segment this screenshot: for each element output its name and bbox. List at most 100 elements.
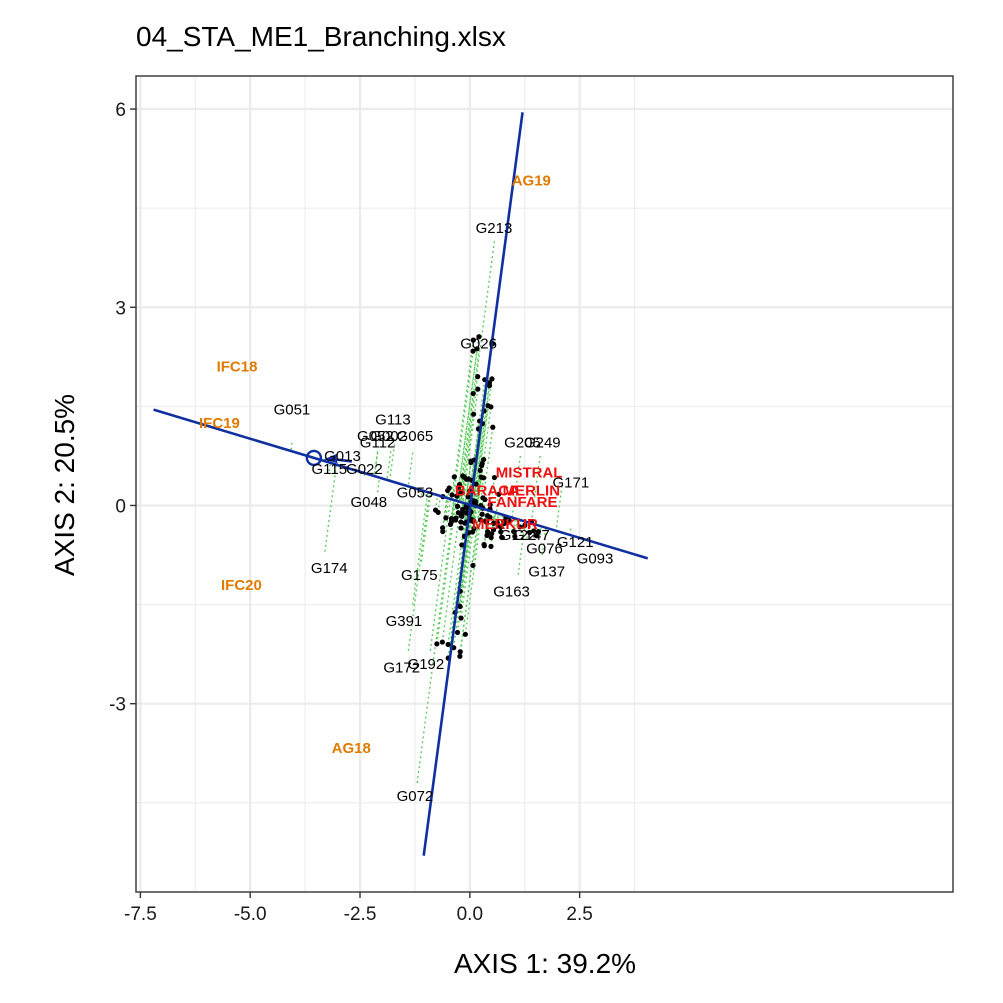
genotype-point	[471, 411, 477, 417]
genotype-label: G093	[577, 550, 614, 567]
genotype-point	[476, 334, 482, 340]
projection-line	[490, 512, 497, 547]
genotype-point	[454, 629, 461, 636]
projection-line	[447, 503, 468, 645]
aec-arrow-shaft	[335, 458, 353, 463]
check-label: BARACA	[455, 482, 520, 499]
genotype-point	[484, 513, 490, 519]
genotype-point	[475, 386, 481, 392]
genotype-label: G174	[311, 560, 348, 577]
genotype-point	[481, 543, 487, 549]
x-tick-label: -2.5	[344, 904, 377, 925]
panel-background	[136, 76, 953, 892]
genotype-point	[486, 380, 493, 386]
genotype-point	[455, 485, 461, 491]
genotype-point	[522, 522, 528, 528]
x-tick-label: -5.0	[234, 904, 267, 925]
genotype-label: G249	[524, 435, 561, 452]
genotype-point	[491, 474, 498, 481]
genotype-point	[477, 517, 484, 523]
genotype-point	[498, 529, 504, 535]
genotype-point	[470, 337, 476, 343]
genotype-point	[496, 491, 502, 497]
genotype-point	[535, 529, 542, 535]
genotype-label: G076	[526, 540, 563, 557]
projection-line	[460, 477, 466, 503]
y-tick-label: 6	[115, 100, 126, 121]
genotype-point	[459, 509, 465, 515]
genotype-point	[470, 390, 476, 397]
x-tick-label: 0.0	[457, 904, 483, 925]
projection-line	[471, 506, 477, 533]
genotype-label: G391	[386, 613, 423, 630]
check-label: MERKUR	[472, 516, 538, 533]
genotype-label: G147	[513, 527, 550, 544]
environment-label: IFC19	[199, 415, 240, 432]
projection-line	[453, 505, 474, 648]
genotype-point	[443, 515, 449, 521]
projection-line	[447, 504, 470, 659]
genotype-point	[452, 517, 459, 523]
projection-line	[456, 506, 475, 633]
genotype-point	[462, 631, 468, 637]
genotype-label: G113	[375, 412, 411, 429]
genotype-label: G171	[553, 474, 590, 491]
projection-line	[420, 490, 423, 496]
genotype-point	[526, 529, 533, 536]
projection-line	[459, 507, 481, 652]
projection-line	[442, 497, 448, 528]
projection-line	[451, 340, 474, 500]
panel-border	[135, 75, 954, 893]
projection-line	[450, 476, 455, 500]
projection-line	[460, 506, 477, 619]
aec-arrow-icon	[323, 453, 338, 464]
projection-line	[489, 477, 496, 511]
projection-line	[407, 492, 431, 651]
genotype-point	[488, 543, 494, 549]
genotype-point	[480, 495, 486, 501]
y-tick-label: 0	[115, 496, 126, 517]
genotype-point	[481, 456, 487, 463]
genotype-point	[479, 462, 485, 469]
genotype-point	[457, 653, 463, 659]
genotype-label: G115	[311, 461, 347, 478]
projection-line	[495, 494, 500, 513]
projection-line	[420, 492, 432, 562]
genotype-labels: G213 G026 G051 G113G052G002G065G112G013G115…	[274, 220, 614, 805]
chart-title: 04_STA_ME1_Branching.xlsx	[136, 21, 506, 52]
genotype-label: G052	[357, 428, 394, 445]
projection-line	[445, 498, 450, 518]
genotype-label: G172	[383, 659, 420, 676]
projection-line	[464, 462, 472, 504]
projection-line	[290, 442, 293, 452]
environment-labels: AG19 IFC18 IFC19 IFC20 AG18	[199, 172, 551, 757]
genotype-point	[458, 525, 464, 531]
genotype-label: G072	[397, 788, 434, 805]
genotype-label: G112	[360, 435, 396, 452]
genotype-point	[451, 474, 457, 480]
environment-label: AG18	[332, 740, 371, 757]
genotype-point	[445, 487, 451, 494]
plot-area: G213 G026 G051 G113G052G002G065G112G013G115…	[109, 75, 954, 925]
genotype-point	[465, 476, 472, 482]
genotype-point	[499, 534, 505, 540]
genotype-point	[485, 403, 491, 409]
genotype-point	[449, 492, 455, 498]
gridlines	[136, 76, 953, 892]
projection-line	[389, 439, 396, 481]
projection-line	[475, 463, 483, 507]
projection-line	[481, 427, 494, 509]
projection-line	[501, 515, 506, 538]
projection-line	[412, 492, 429, 605]
genotype-point	[534, 533, 540, 539]
projection-line	[512, 518, 517, 532]
genotype-point	[490, 527, 497, 533]
genotype-label: G048	[350, 494, 387, 511]
projection-line	[511, 455, 521, 518]
genotype-label: G065	[397, 428, 434, 445]
perpendicular-axis	[422, 112, 524, 856]
genotype-point	[471, 525, 477, 532]
environment-label: IFC18	[217, 359, 258, 376]
genotype-point	[474, 346, 480, 352]
